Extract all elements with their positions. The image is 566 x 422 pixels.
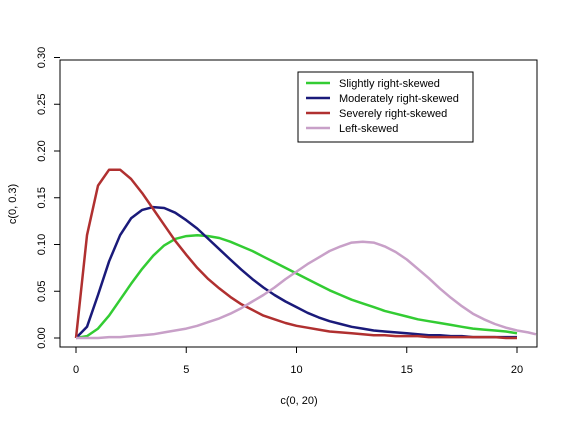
y-tick-label: 0.20 <box>36 140 48 161</box>
x-tick-label: 10 <box>290 364 302 376</box>
legend-label-3: Severely right-skewed <box>339 108 447 120</box>
y-tick-label: 0.05 <box>36 281 48 302</box>
x-axis: 0 5 10 15 20 <box>73 347 523 376</box>
x-axis-title: c(0, 20) <box>280 395 317 407</box>
legend-label-4: Left-skewed <box>339 123 398 135</box>
series-line-3 <box>74 168 517 340</box>
legend-items: Slightly right-skewed Moderately right-sk… <box>306 78 459 135</box>
y-axis-title: c(0, 0.3) <box>7 184 19 224</box>
x-tick-label: 5 <box>183 364 189 376</box>
series-lines <box>74 168 537 340</box>
x-tick-label: 0 <box>73 364 79 376</box>
series-line-4 <box>76 240 537 340</box>
legend-label-1: Slightly right-skewed <box>339 78 440 90</box>
y-tick-label: 0.30 <box>36 47 48 68</box>
y-tick-label: 0.25 <box>36 94 48 115</box>
y-axis: 0.00 0.05 0.10 0.15 0.20 0.25 0.30 <box>36 47 60 349</box>
legend: Slightly right-skewed Moderately right-sk… <box>297 71 474 143</box>
y-tick-label: 0.15 <box>36 187 48 208</box>
series-line-2 <box>75 205 517 339</box>
y-tick-label: 0.00 <box>36 327 48 348</box>
plot-frame <box>59 59 538 348</box>
x-tick-label: 15 <box>401 364 413 376</box>
legend-label-2: Moderately right-skewed <box>339 93 459 105</box>
series-line-1 <box>75 233 518 340</box>
x-tick-label: 20 <box>511 364 523 376</box>
y-tick-label: 0.10 <box>36 234 48 255</box>
